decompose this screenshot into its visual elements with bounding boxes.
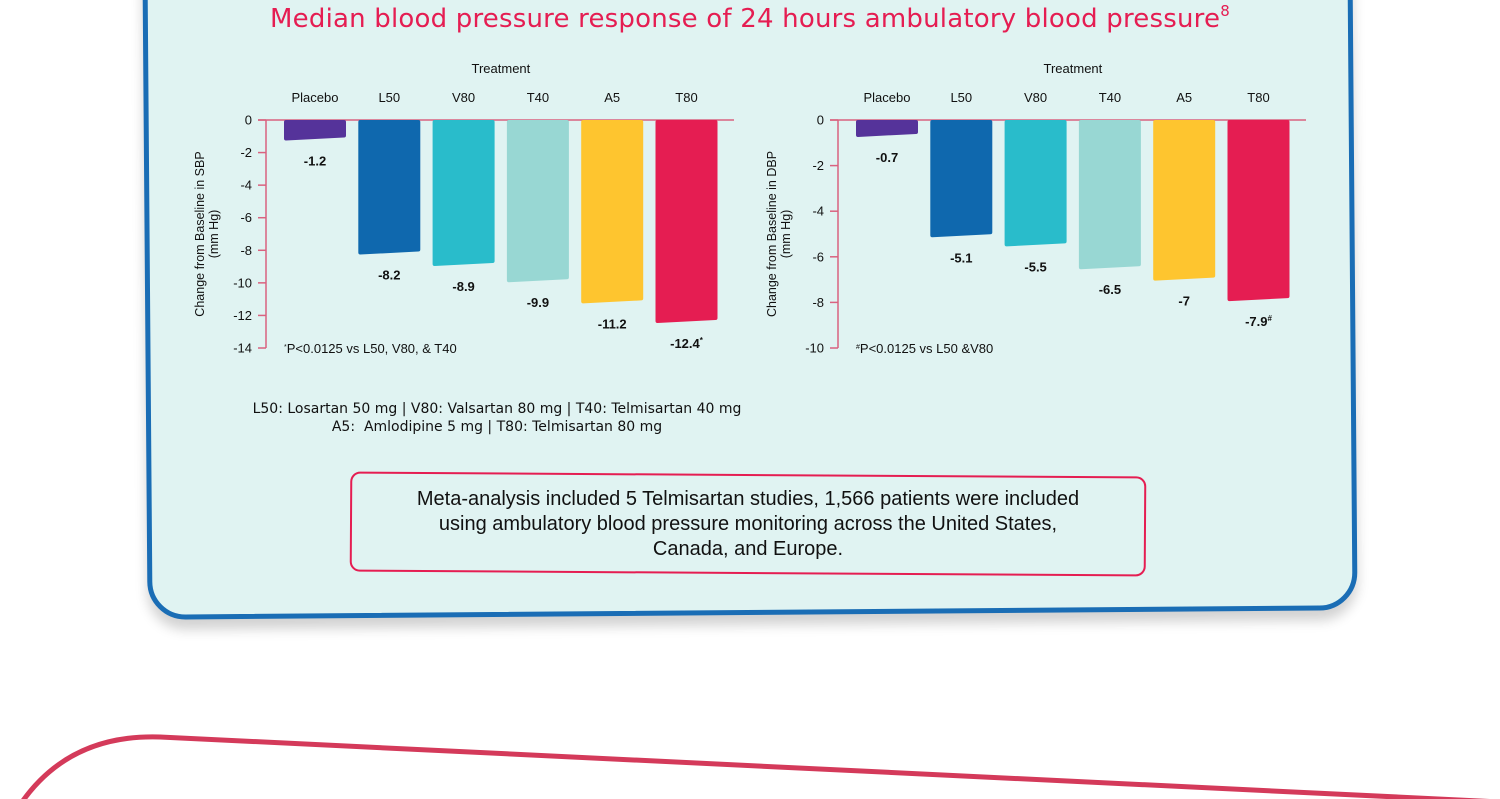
y-tick-label: -4: [240, 178, 252, 193]
y-tick-label: -10: [233, 275, 252, 290]
category-label: A5: [1176, 90, 1192, 105]
y-tick-label: -2: [240, 145, 252, 160]
x-axis-title: Treatment: [1044, 61, 1103, 76]
data-label: -8.9: [452, 279, 474, 294]
y-tick-label: 0: [245, 113, 252, 128]
data-label: -6.5: [1099, 282, 1121, 297]
category-label: L50: [950, 90, 972, 105]
significance-footnote: *P<0.0125 vs L50, V80, & T40: [284, 341, 457, 356]
y-axis-title-line: Change from Baseline in SBP: [193, 151, 207, 316]
bar: [930, 120, 993, 238]
data-label: -11.2: [598, 316, 627, 331]
study-note-box: Meta-analysis included 5 Telmisartan stu…: [349, 471, 1147, 577]
bar: [1004, 120, 1067, 247]
y-tick-label: 0: [817, 113, 824, 128]
bar: [856, 120, 918, 137]
y-tick-label: -6: [812, 249, 824, 264]
significance-footnote: #P<0.0125 vs L50 &V80: [856, 341, 993, 356]
y-tick-label: -2: [812, 158, 824, 173]
y-tick-label: -6: [240, 210, 252, 225]
bar: [1078, 120, 1141, 270]
category-label: Placebo: [864, 90, 911, 105]
category-label: T40: [527, 90, 549, 105]
title-text: Median blood pressure response of 24 hou…: [270, 4, 1221, 34]
data-label: -5.5: [1024, 259, 1046, 274]
chart-title: Median blood pressure response of 24 hou…: [0, 2, 1500, 34]
data-label: -7: [1178, 294, 1190, 309]
data-label: -8.2: [378, 268, 400, 283]
data-label: -12.4*: [670, 336, 704, 351]
bar: [432, 120, 495, 266]
y-tick-label: -14: [233, 341, 252, 356]
y-tick-label: -4: [812, 204, 824, 219]
y-tick-label: -8: [240, 243, 252, 258]
y-axis-title-line: Change from Baseline in DBP: [765, 151, 779, 317]
bar: [1227, 120, 1290, 302]
data-label: -7.9#: [1245, 314, 1272, 329]
bar: [581, 120, 644, 304]
dbp-chart: Treatment Placebo L50 V80 T40 A5 T80 Change fro…: [765, 61, 1306, 356]
category-label: T40: [1099, 90, 1121, 105]
bottom-card-border: [21, 734, 1490, 799]
bar: [358, 120, 421, 255]
data-label: -5.1: [950, 250, 972, 265]
y-axis-title: Change from Baseline in SBP (mm Hg): [193, 151, 221, 316]
y-axis-title: Change from Baseline in DBP (mm Hg): [765, 151, 793, 317]
y-tick-label: -10: [805, 341, 824, 356]
title-reference: 8: [1220, 2, 1230, 20]
sbp-chart: Treatment Placebo L50 V80 T40 A5 T80 Change fro…: [193, 61, 734, 356]
y-tick-label: -12: [233, 308, 252, 323]
data-label: -1.2: [304, 154, 326, 169]
study-note-text: Meta-analysis included 5 Telmisartan stu…: [416, 487, 1080, 560]
category-label: V80: [1024, 90, 1047, 105]
abbreviation-legend: L50: Losartan 50 mg | V80: Valsartan 80 …: [252, 401, 742, 435]
bar: [655, 120, 718, 323]
category-label: T80: [1247, 90, 1269, 105]
y-axis-title-line: (mm Hg): [779, 210, 793, 259]
category-label: T80: [675, 90, 697, 105]
category-label: L50: [378, 90, 400, 105]
y-tick-label: -8: [812, 295, 824, 310]
bar: [284, 120, 346, 141]
category-label: Placebo: [292, 90, 339, 105]
category-label: A5: [604, 90, 620, 105]
data-label: -0.7: [876, 150, 898, 165]
category-label: V80: [452, 90, 475, 105]
y-axis-title-line: (mm Hg): [207, 210, 221, 259]
bottom-card-outline: [21, 734, 1490, 799]
x-axis-title: Treatment: [472, 61, 531, 76]
data-label: -9.9: [527, 295, 549, 310]
bar: [1153, 120, 1216, 281]
bar: [506, 120, 569, 283]
